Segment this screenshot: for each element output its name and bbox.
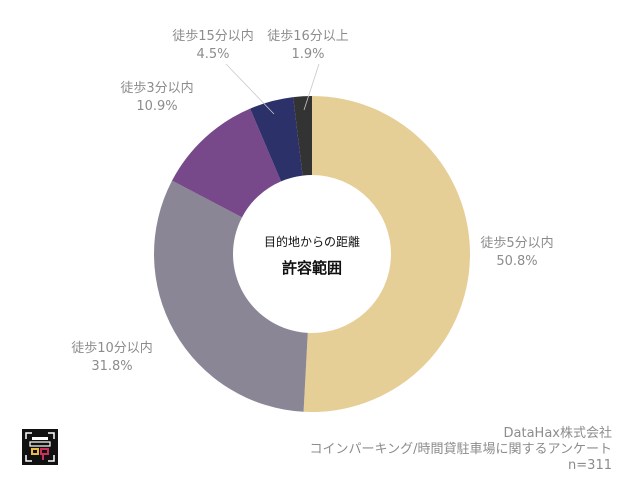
credit-sample-size: n=311 — [568, 458, 612, 473]
slice-category-label: 徒歩5分以内 — [480, 235, 553, 251]
credit-company: DataHax株式会社 — [503, 426, 612, 441]
leader-line — [225, 63, 275, 115]
leader-line — [303, 63, 320, 111]
slice-category-label: 徒歩16分以上 — [267, 29, 349, 44]
donut-slice — [154, 180, 308, 412]
donut-slice — [250, 97, 303, 182]
credit-survey: コインパーキング/時間貸駐車場に関するアンケート — [309, 442, 612, 457]
slice-value-label: 10.9% — [136, 99, 177, 114]
slice-value-label: 31.8% — [91, 359, 132, 374]
slice-category-label: 徒歩3分以内 — [120, 80, 193, 96]
donut-slice — [303, 96, 470, 412]
center-title-line2: 許容範囲 — [282, 259, 342, 277]
donut-slice — [172, 108, 282, 218]
donut-slice — [293, 96, 312, 176]
center-title-line1: 目的地からの距離 — [264, 234, 360, 249]
slice-category-label: 徒歩10分以内 — [71, 340, 153, 356]
credit-block: DataHax株式会社 コインパーキング/時間貸駐車場に関するアンケート n=3… — [310, 426, 612, 474]
slice-value-label: 50.8% — [496, 254, 537, 269]
company-logo — [22, 429, 58, 465]
slice-value-label: 1.9% — [291, 47, 324, 62]
slice-value-label: 4.5% — [196, 47, 229, 62]
slice-category-label: 徒歩15分以内 — [172, 28, 254, 44]
